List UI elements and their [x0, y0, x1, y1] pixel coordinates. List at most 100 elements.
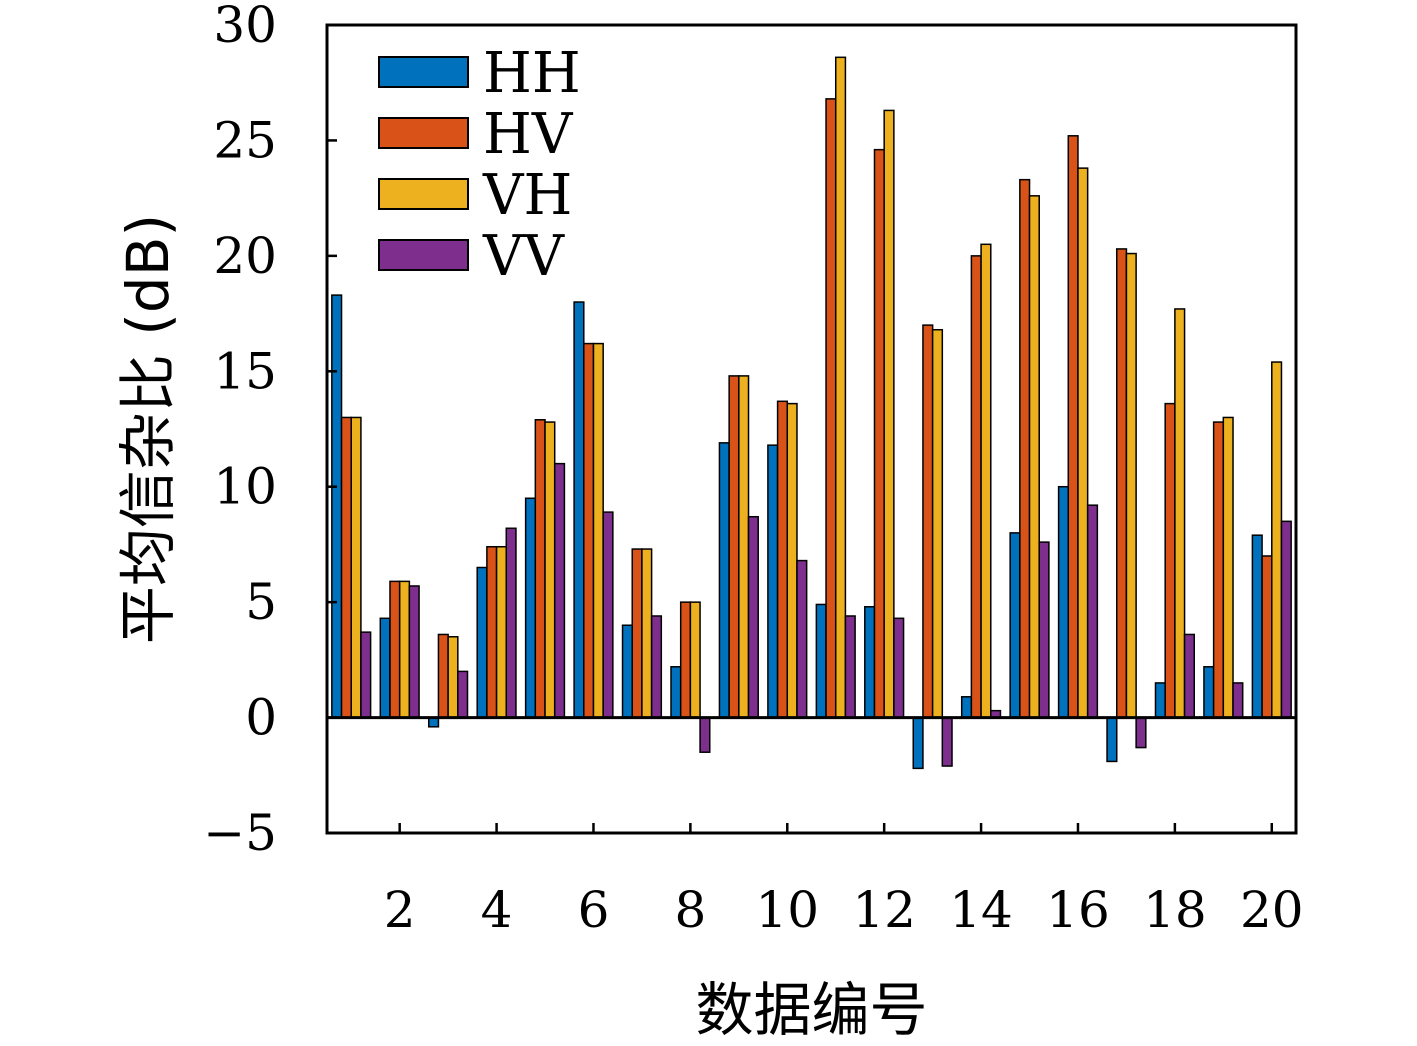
bar-hv-2: [389, 580, 401, 719]
y-tick-label: 0: [245, 689, 277, 747]
legend-swatch-hv: [378, 117, 469, 149]
plot-frame: [325, 23, 1298, 835]
bar-vv-1: [360, 631, 372, 719]
bar-vv-11: [844, 615, 856, 719]
bar-hh-2: [379, 617, 391, 719]
legend-label-hh: HH: [483, 41, 581, 106]
bar-hh-16: [1057, 485, 1070, 719]
bar-hv-12: [873, 148, 885, 719]
bar-hv-9: [728, 375, 740, 719]
bar-vh-12: [883, 109, 895, 719]
legend-label-hv: HV: [483, 102, 574, 167]
bar-hh-13: [912, 716, 924, 770]
tick-labels: −5 0 5 10 15 20 25 30 2 4 6 8 10 12 14 16 18 20: [203, 0, 1303, 939]
bar-vv-9: [747, 515, 759, 719]
bar-vh-19: [1222, 416, 1234, 719]
bar-vv-17: [1135, 716, 1147, 749]
bar-vv-2: [408, 585, 420, 719]
bar-vh-13: [931, 328, 944, 719]
bar-hv-15: [1019, 178, 1031, 719]
y-tick-label: −5: [203, 804, 277, 862]
bar-vh-8: [689, 601, 701, 719]
bar-hh-5: [524, 497, 537, 719]
x-tick-label: 20: [1240, 881, 1304, 939]
bar-hv-13: [922, 324, 934, 719]
bar-hh-17: [1106, 716, 1118, 763]
x-tick-label: 6: [578, 881, 610, 939]
x-axis-title: 数据编号: [695, 976, 927, 1044]
bar-hh-19: [1203, 666, 1215, 719]
x-tick-label: 16: [1046, 881, 1110, 939]
bar-vh-4: [495, 545, 508, 719]
bar-hv-10: [776, 400, 789, 719]
bar-hv-1: [340, 416, 352, 719]
bar-vh-5: [544, 421, 556, 719]
bar-vv-10: [796, 559, 808, 719]
bar-vh-17: [1125, 252, 1137, 719]
bar-vh-11: [834, 56, 847, 719]
legend-label-vh: VH: [482, 163, 572, 228]
x-tick-label: 2: [384, 881, 416, 939]
bar-hh-12: [864, 606, 876, 719]
legend-swatch-hh: [378, 56, 469, 88]
y-axis-title: 平均信杂比 (dB): [114, 214, 182, 644]
bar-hv-20: [1261, 555, 1273, 719]
bar-hh-10: [767, 444, 779, 719]
x-tick-label: 4: [481, 881, 513, 939]
y-tick-label: 20: [213, 227, 277, 285]
bar-vh-7: [641, 548, 653, 719]
bar-hv-14: [970, 255, 982, 719]
x-tick-label: 8: [674, 881, 706, 939]
bar-hv-11: [825, 98, 837, 719]
bar-hv-19: [1212, 421, 1225, 719]
bar-hh-1: [331, 294, 343, 719]
y-tick-label: 30: [213, 0, 277, 54]
y-tick-label: 15: [213, 342, 277, 400]
y-tick-label: 25: [213, 111, 277, 169]
legend-swatch-vv: [378, 239, 469, 271]
bar-hh-9: [718, 442, 730, 719]
bar-hv-5: [534, 419, 546, 719]
bars: [331, 56, 1292, 770]
bar-vh-9: [738, 375, 750, 719]
bar-vv-19: [1232, 682, 1244, 719]
bar-hv-8: [679, 601, 692, 719]
bar-hv-17: [1115, 248, 1128, 719]
bar-vv-15: [1038, 541, 1050, 719]
bar-vv-5: [553, 462, 566, 719]
bar-vv-20: [1280, 520, 1292, 719]
bar-vh-15: [1028, 195, 1040, 719]
bar-hh-6: [573, 301, 585, 719]
y-tick-label: 5: [245, 573, 277, 631]
bar-vh-2: [398, 580, 411, 719]
bar-vv-16: [1086, 504, 1099, 719]
bar-vv-13: [941, 716, 953, 767]
bar-vh-10: [786, 402, 798, 719]
bar-hv-6: [583, 342, 595, 719]
bar-vh-20: [1271, 361, 1283, 719]
axis-ticks: [327, 23, 1274, 835]
bar-hh-15: [1009, 532, 1021, 719]
x-tick-label: 18: [1143, 881, 1207, 939]
x-tick-label: 10: [755, 881, 819, 939]
bar-vh-18: [1174, 308, 1186, 719]
bar-vv-8: [699, 716, 711, 753]
bar-vv-6: [602, 511, 614, 719]
bar-hv-4: [486, 545, 498, 719]
legend-label-vv: VV: [482, 224, 565, 289]
bar-hv-16: [1067, 135, 1079, 719]
bar-hh-4: [476, 566, 488, 719]
bar-hh-18: [1154, 682, 1166, 719]
x-tick-label: 14: [949, 881, 1013, 939]
bar-vh-14: [980, 243, 992, 719]
bar-vv-7: [650, 615, 663, 719]
bar-hh-20: [1251, 534, 1263, 719]
bar-vv-4: [505, 527, 517, 719]
y-tick-label: 10: [213, 458, 277, 516]
bar-vh-16: [1077, 167, 1089, 719]
bar-hv-18: [1164, 402, 1176, 719]
bar-hh-14: [960, 696, 973, 719]
bar-hh-8: [670, 666, 682, 719]
